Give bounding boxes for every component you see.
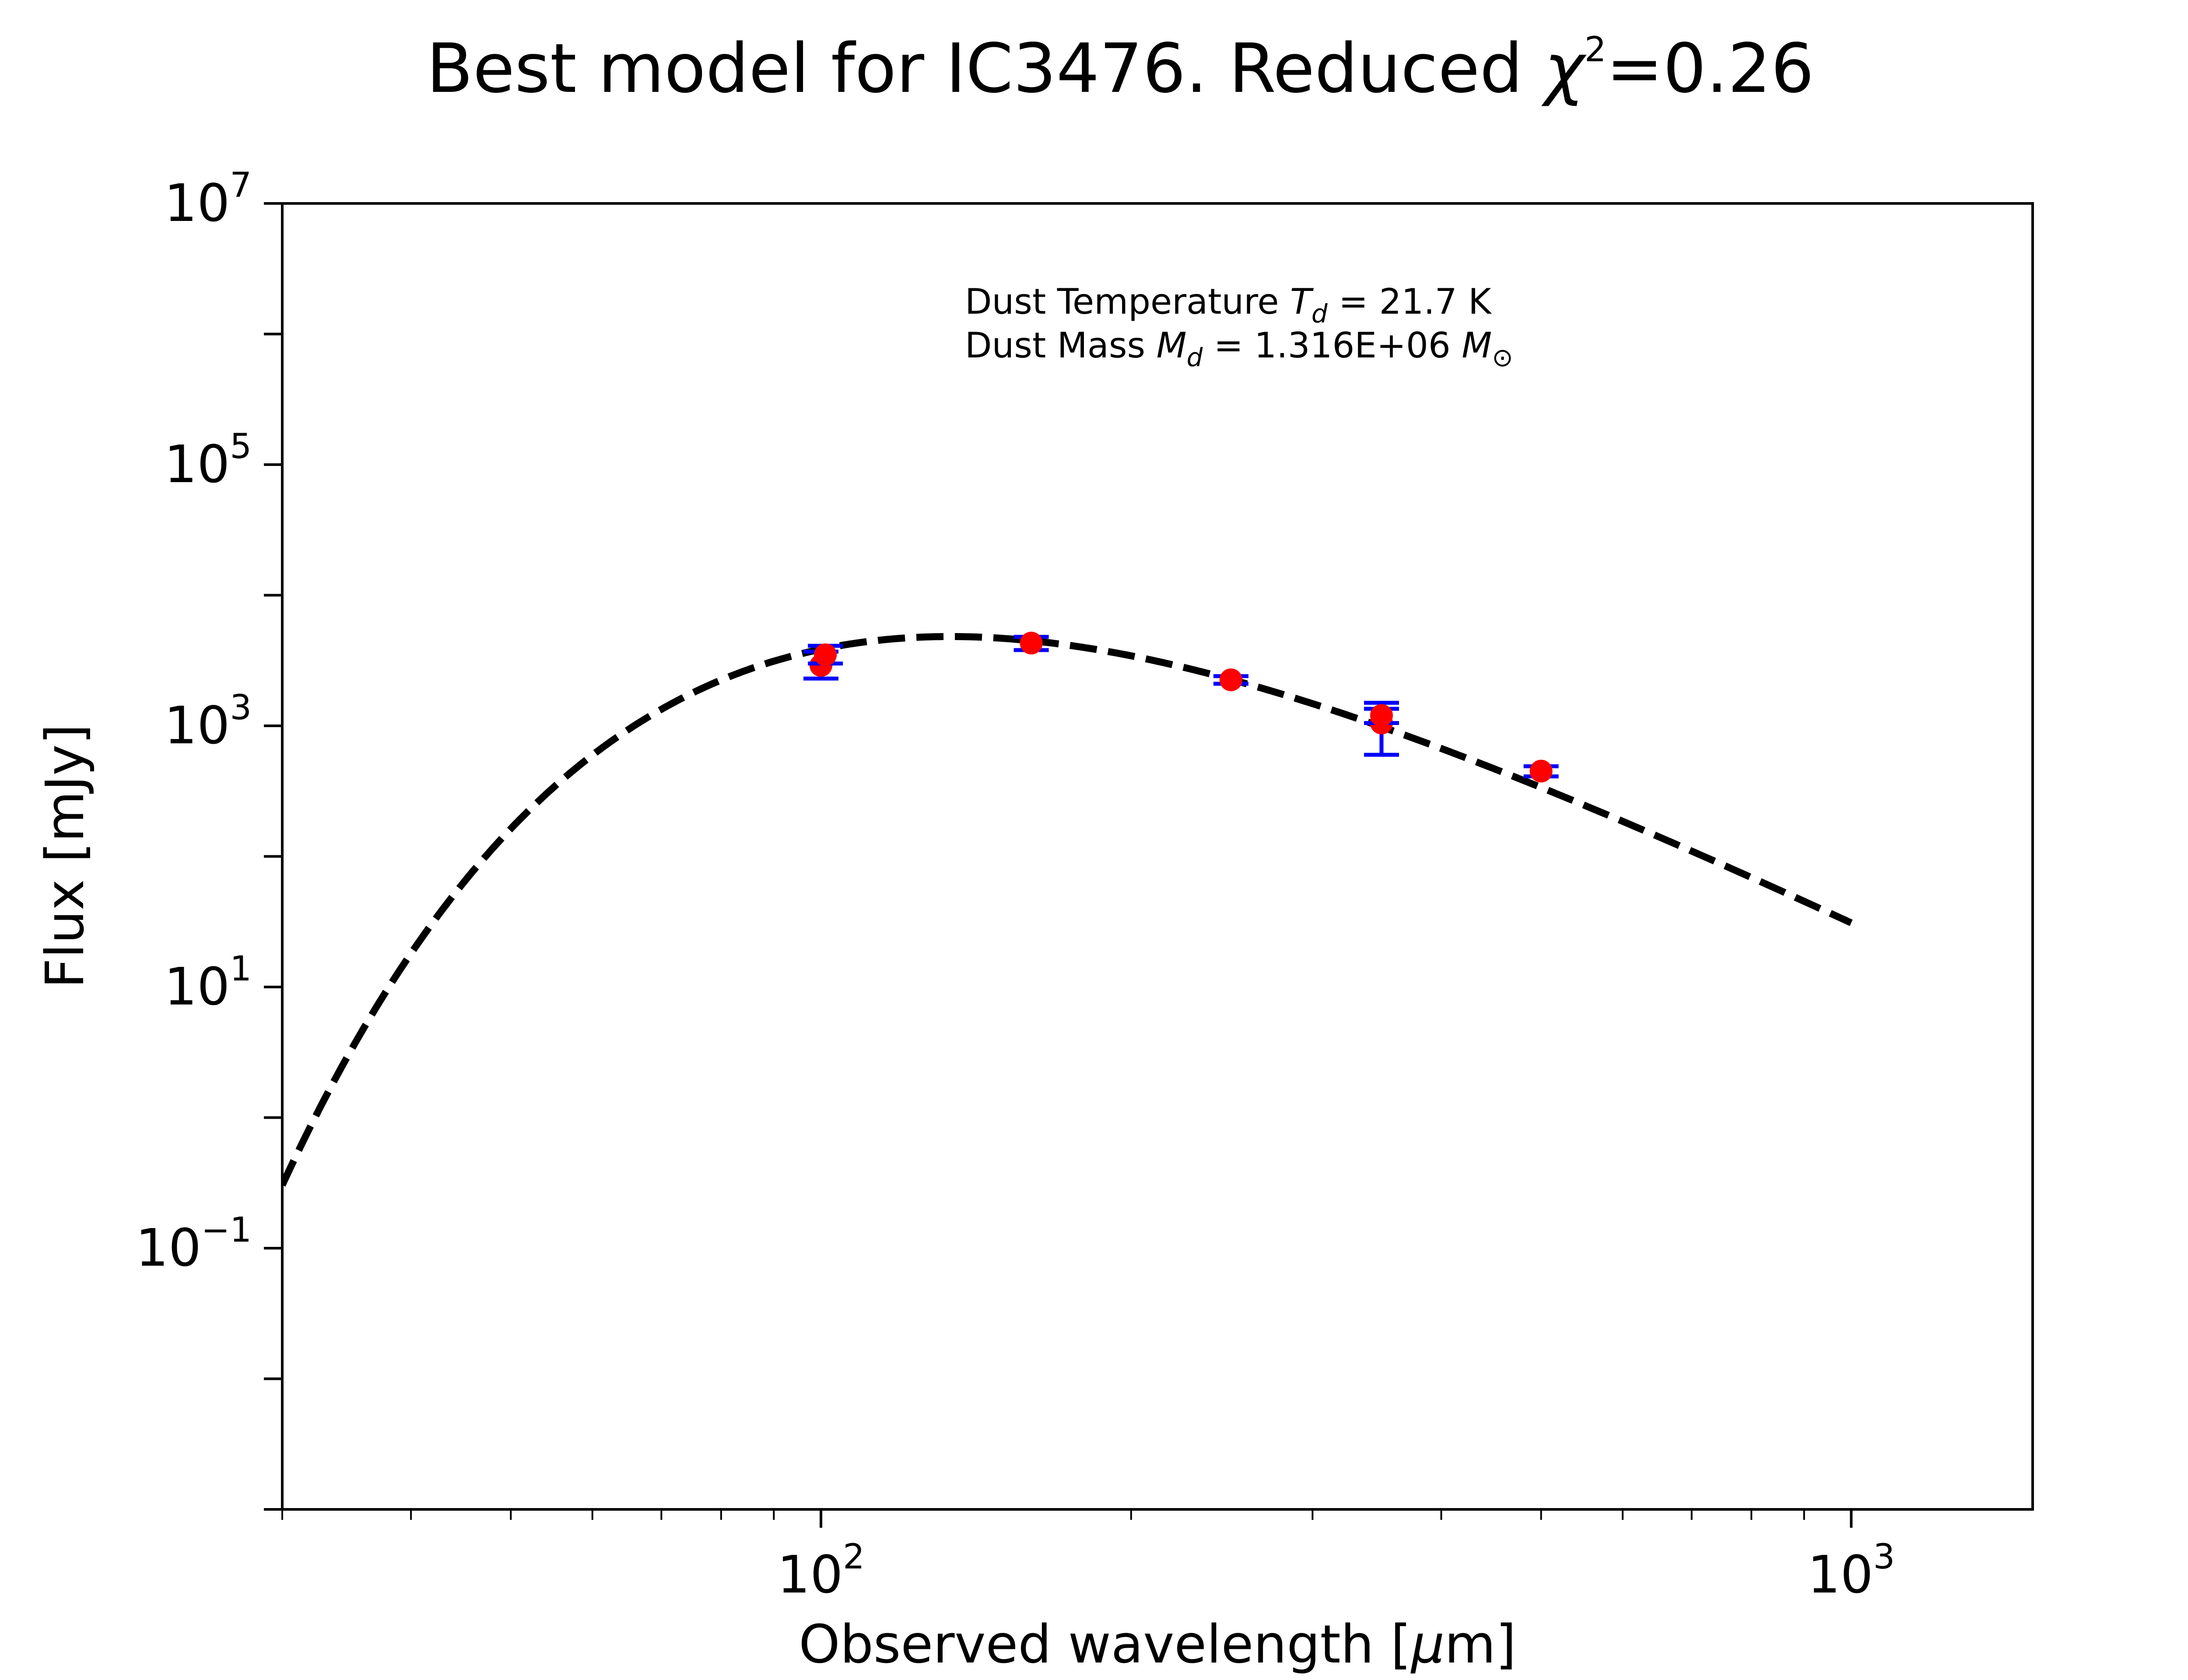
tick-base: 10 [136, 1218, 201, 1278]
chart-title: Best model for IC3476. Reduced χ2=0.26 [426, 29, 1814, 108]
x-tick-label-2: 103 [1808, 1537, 1895, 1605]
tick-base: 10 [164, 695, 230, 756]
annotation-temperature: Dust Temperature Td = 21.7 K [965, 281, 1492, 329]
tick-exponent: −1 [201, 1211, 252, 1250]
x-tick-label-1: 102 [777, 1537, 865, 1605]
data-marker [1219, 668, 1242, 691]
tick-base: 10 [164, 434, 230, 494]
tick-base: 10 [164, 956, 230, 1017]
x-axis: 102 103 [281, 1509, 1895, 1605]
plot-area [282, 631, 1853, 1187]
tick-exponent: 3 [230, 688, 252, 728]
tick-exponent: 7 [230, 166, 252, 205]
tick-base: 10 [164, 173, 230, 233]
data-point-2 [808, 643, 843, 666]
tick-exponent: 3 [1873, 1537, 1895, 1577]
title-chi: χ [1541, 29, 1587, 108]
y-tick-label-4: 101 [164, 949, 252, 1017]
annot-mass-prefix: Dust Mass [965, 325, 1157, 366]
y-tick-label-1: 107 [164, 166, 252, 233]
tick-exponent: 2 [843, 1537, 865, 1577]
annot-mass-subscript: d [1187, 343, 1203, 372]
annot-mass-symbol: M [1157, 325, 1187, 366]
data-marker [814, 643, 837, 666]
tick-exponent: 1 [230, 949, 252, 989]
model-layer [282, 633, 1853, 1187]
title-chi-exponent: 2 [1585, 30, 1606, 70]
annot-temp-symbol: T [1290, 281, 1314, 322]
annotation-mass: Dust Mass Md = 1.316E+06 M⊙ [965, 325, 1513, 372]
tick-exponent: 5 [230, 427, 252, 466]
xlabel-prefix: Observed wavelength [ [799, 1614, 1411, 1675]
data-point-4 [1213, 668, 1248, 691]
y-tick-label-5: 10−1 [136, 1211, 252, 1278]
y-axis-label: Flux [mJy] [35, 724, 96, 989]
y-tick-label-2: 105 [164, 427, 252, 494]
annot-mass-unit-subscript: ⊙ [1492, 343, 1513, 372]
observations-layer [803, 631, 1559, 783]
data-point-3 [1013, 631, 1049, 654]
model-curve [282, 633, 1853, 1187]
x-axis-label: Observed wavelength [μm] [799, 1614, 1516, 1675]
tick-base: 10 [777, 1544, 843, 1605]
data-point-7 [1523, 760, 1559, 783]
annot-mass-mid: = 1.316E+06 [1203, 325, 1462, 366]
title-suffix: =0.26 [1606, 29, 1814, 108]
annot-temp-prefix: Dust Temperature [965, 281, 1290, 322]
xlabel-suffix: m] [1445, 1614, 1516, 1675]
data-marker [1020, 631, 1043, 654]
data-marker [1370, 704, 1393, 727]
title-prefix: Best model for IC3476. Reduced [426, 29, 1544, 108]
y-tick-label-3: 103 [164, 688, 252, 756]
xlabel-mu: μ [1410, 1614, 1445, 1675]
annot-temp-suffix: = 21.7 K [1328, 281, 1492, 322]
data-marker [1529, 760, 1553, 783]
tick-base: 10 [1808, 1544, 1873, 1605]
annot-mass-unit: M [1462, 325, 1492, 366]
data-point-6 [1364, 704, 1399, 727]
annot-temp-subscript: d [1311, 299, 1328, 329]
